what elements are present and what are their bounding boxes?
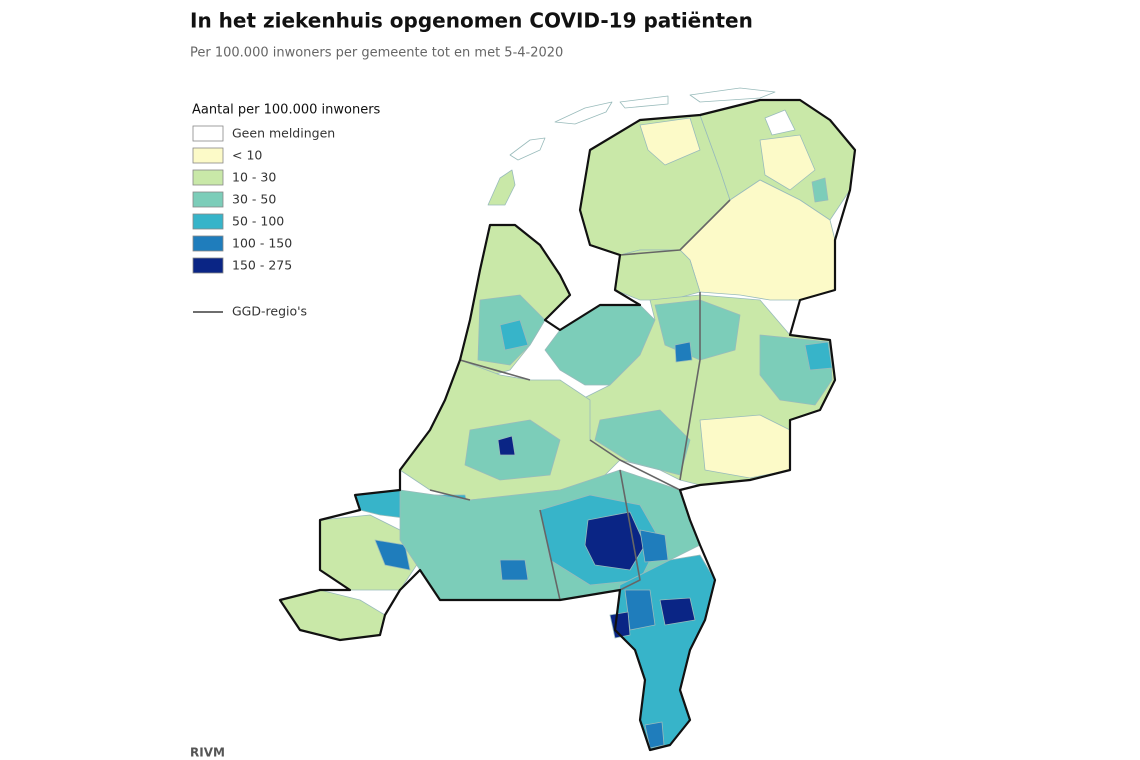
legend-label: 50 - 100 xyxy=(232,214,284,229)
island xyxy=(689,87,776,103)
region-area xyxy=(499,319,529,351)
island xyxy=(509,137,546,161)
legend-swatch xyxy=(192,125,224,142)
legend-swatch xyxy=(192,235,224,252)
region-area xyxy=(497,435,516,456)
region-area xyxy=(499,559,529,581)
legend-label: GGD-regio's xyxy=(232,304,307,319)
legend-label: 10 - 30 xyxy=(232,170,276,185)
region-area xyxy=(804,341,833,371)
legend-label: < 10 xyxy=(232,148,262,163)
country-outline xyxy=(278,98,857,752)
legend-title: Aantal per 100.000 inwoners xyxy=(192,103,381,118)
island xyxy=(487,169,516,206)
region-area xyxy=(279,589,386,641)
region-area xyxy=(374,539,411,571)
legend-label: Geen meldingen xyxy=(232,126,335,141)
region-area xyxy=(614,249,701,301)
legend-label: 150 - 275 xyxy=(232,258,292,273)
legend-swatch xyxy=(192,213,224,230)
legend-swatch xyxy=(192,147,224,164)
island xyxy=(619,95,669,109)
region-area xyxy=(699,414,791,479)
region-area xyxy=(811,177,829,203)
region-area xyxy=(624,589,656,631)
map-title: In het ziekenhuis opgenomen COVID-19 pat… xyxy=(190,9,753,33)
region-area xyxy=(764,109,796,136)
map xyxy=(278,87,857,752)
region-area xyxy=(659,597,696,626)
legend-label: 100 - 150 xyxy=(232,236,292,251)
map-subtitle: Per 100.000 inwoners per gemeente tot en… xyxy=(190,46,563,61)
source: RIVM xyxy=(190,746,225,760)
ggd-border xyxy=(429,199,731,601)
legend-label: 30 - 50 xyxy=(232,192,276,207)
region-area xyxy=(639,529,669,563)
legend: Geen meldingen < 10 10 - 30 30 - 50 50 - 100… xyxy=(192,125,335,319)
legend-swatch xyxy=(192,191,224,208)
legend-swatch xyxy=(192,169,224,186)
region-area xyxy=(674,341,693,363)
region-area xyxy=(759,134,816,191)
island xyxy=(554,101,613,125)
region-area xyxy=(644,721,665,749)
legend-swatch xyxy=(192,257,224,274)
region-area xyxy=(639,117,701,166)
region-area xyxy=(594,409,691,476)
